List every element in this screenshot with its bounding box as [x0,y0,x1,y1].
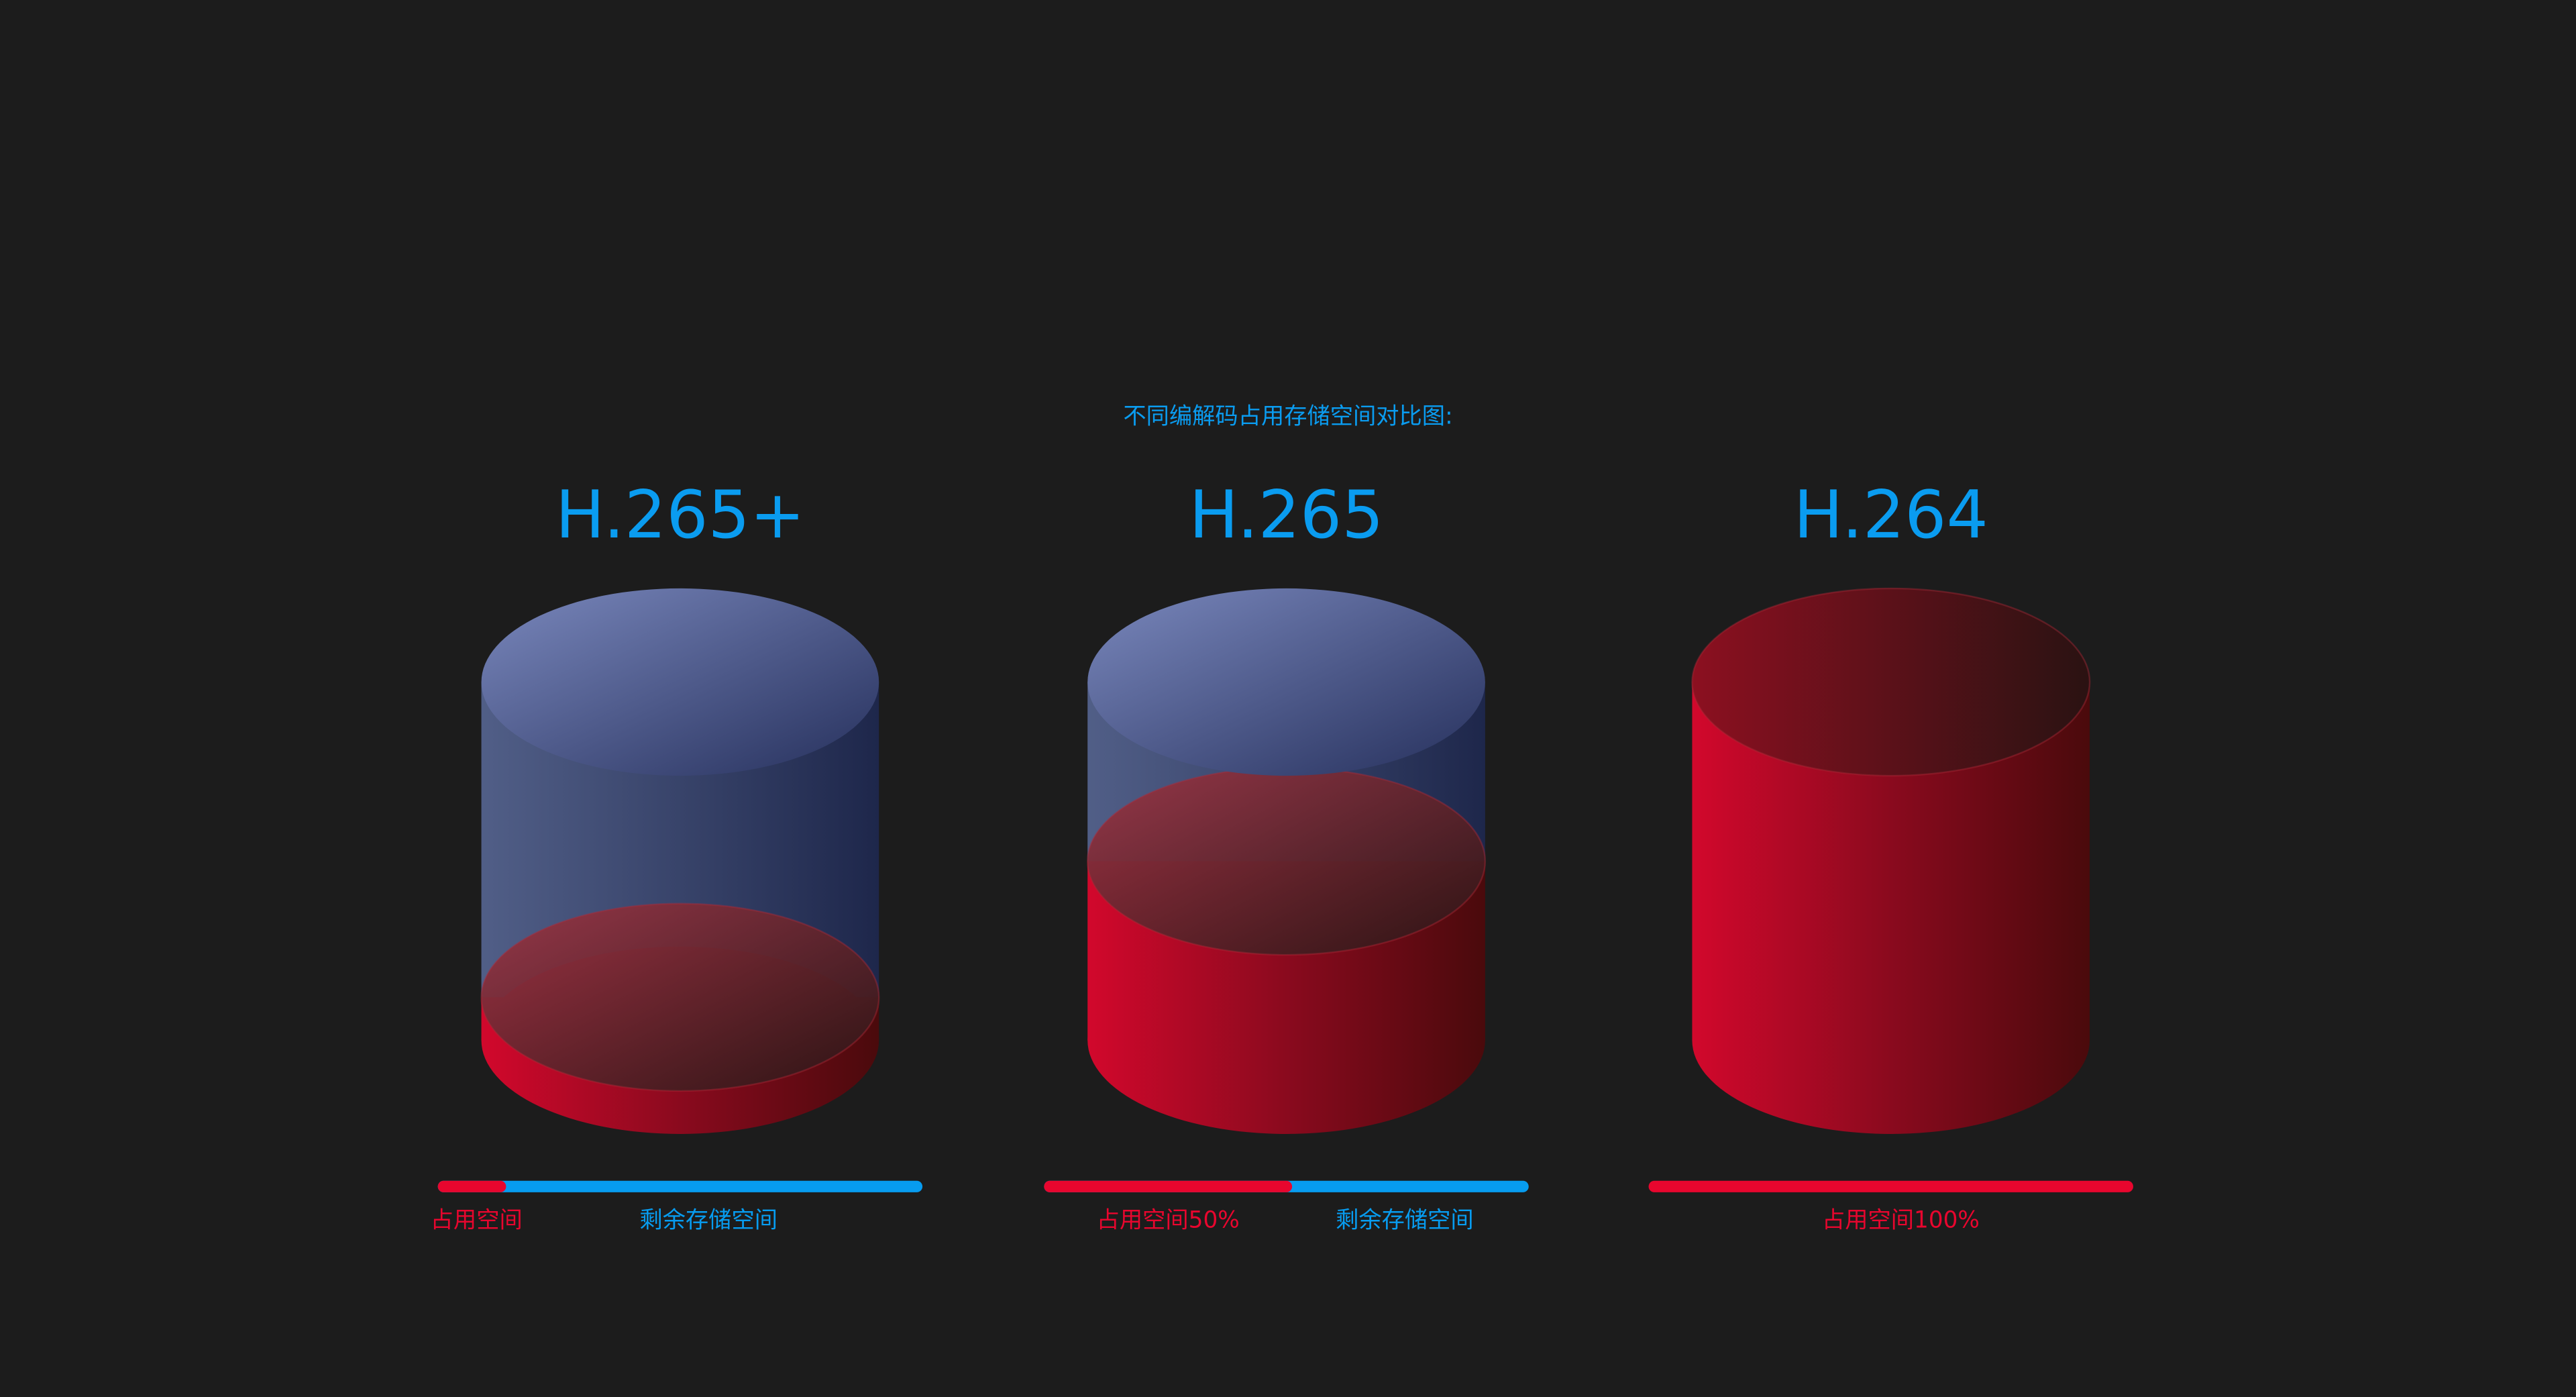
cylinder-bottom [1692,946,2090,1134]
used-label: 占用空间 [431,1206,523,1233]
free-label: 剩余存储空间 [639,1206,777,1233]
cylinder-bottom [1087,946,1485,1134]
cylinder [1691,587,2091,1134]
cylinder [1087,588,1487,1134]
codec-title: H.264 [1794,477,1988,554]
codec-title: H.265 [1189,477,1384,554]
codec-title: H.265+ [555,477,805,554]
used-label: 占用空间50% [1097,1206,1240,1233]
cylinder-top [1087,588,1485,776]
cylinder-top [481,588,879,776]
used-label: 占用空间100% [1822,1206,1980,1233]
cylinder-used-top [480,902,880,1092]
free-label: 剩余存储空间 [1336,1206,1474,1233]
cylinder [480,588,880,1134]
cylinder-used-top [1691,587,2091,777]
cylinder-used-top [1087,766,1487,956]
subtitle: 不同编解码占用存储空间对比图: [1123,403,1452,430]
